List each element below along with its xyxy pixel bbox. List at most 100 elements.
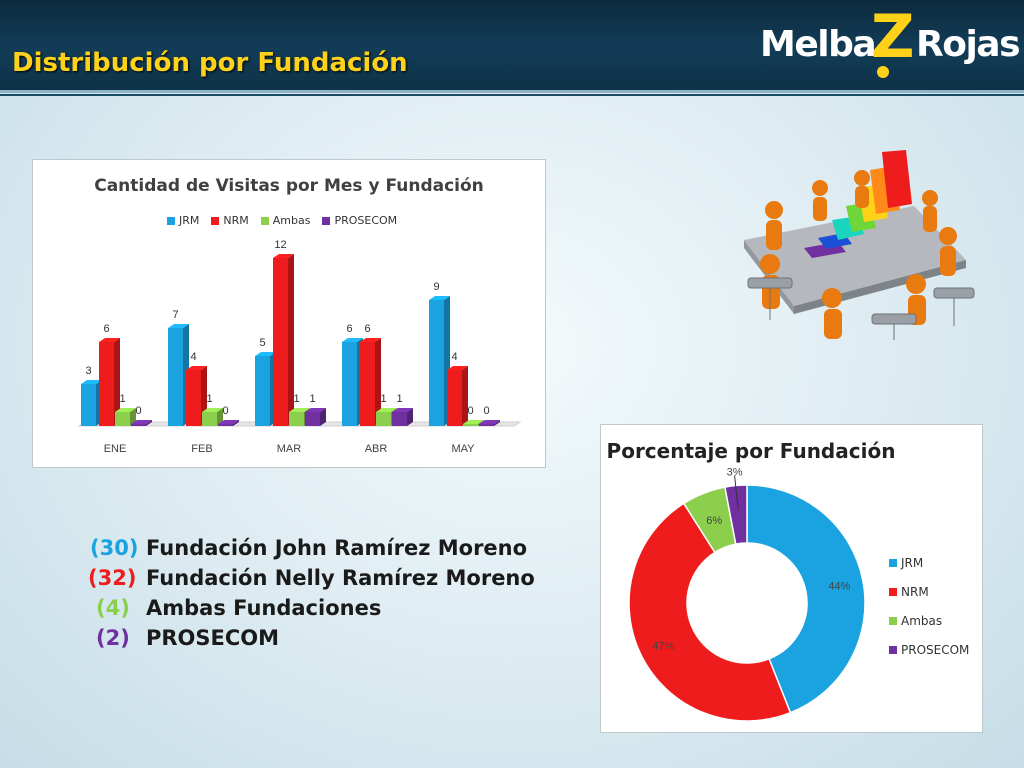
bar-side (146, 420, 152, 426)
logo-text-rojas: Rojas (916, 24, 1021, 65)
bar-top (479, 420, 500, 424)
bar-top (429, 296, 450, 300)
bar-front (463, 424, 478, 426)
bar (360, 338, 381, 426)
bar-side (320, 408, 326, 426)
donut-slice (724, 484, 748, 545)
bar-value-label: 6 (346, 323, 352, 335)
bar-front (289, 412, 304, 426)
bar-front (81, 384, 96, 426)
logo-text-melba: Melba (760, 24, 877, 65)
x-tick-label: ENE (104, 443, 127, 455)
bar-side (114, 338, 120, 426)
bar-chart-panel: Cantidad de Visitas por Mes y Fundación … (32, 159, 546, 468)
bar-top (305, 408, 326, 412)
bar (131, 420, 152, 426)
logo-initial: Z (871, 2, 915, 72)
summary-label: Fundación John Ramírez Moreno (146, 536, 528, 560)
bar-value-label: 1 (206, 393, 212, 405)
bar (429, 296, 450, 426)
bar-chart-legend-label: Ambas (272, 214, 311, 227)
bar-top (81, 380, 102, 384)
bar-value-label: 1 (380, 393, 386, 405)
bar-top (392, 408, 413, 412)
bar (255, 352, 276, 426)
bar (186, 366, 207, 426)
summary-row: (4) Ambas Fundaciones (88, 596, 548, 626)
business-meeting-3d-chart-icon (744, 150, 975, 340)
foundation-summary-list: (30) Fundación John Ramírez Moreno (32) Fun… (88, 536, 548, 656)
bar (99, 338, 120, 426)
bar (342, 338, 363, 426)
donut-chart-legend-swatch (889, 646, 897, 654)
bar (447, 366, 468, 426)
donut-chart-legend-swatch (889, 588, 897, 596)
bar-chart-title: Cantidad de Visitas por Mes y Fundación (94, 176, 484, 196)
bar-value-label: 3 (85, 365, 91, 377)
header-divider-dark (0, 94, 1024, 96)
bar (392, 408, 413, 426)
bar-value-label: 1 (293, 393, 299, 405)
donut-chart-plot: 44% 47% 6% 3% (628, 467, 866, 722)
donut-chart-legend-item: Ambas (889, 614, 969, 628)
donut-chart-legend: JRM NRM Ambas PROSECOM (889, 556, 981, 672)
bar-side (130, 408, 136, 426)
summary-row: (30) Fundación John Ramírez Moreno (88, 536, 548, 566)
bar-side (462, 366, 468, 426)
summary-count: (4) (96, 596, 130, 620)
bar-top (360, 338, 381, 342)
bar-front (392, 412, 407, 426)
x-tick-label: MAY (451, 443, 475, 455)
bar-front (376, 412, 391, 426)
bar-value-label: 6 (364, 323, 370, 335)
donut-slice (746, 484, 866, 714)
bar-front (447, 370, 462, 426)
donut-value-label: 3% (727, 467, 743, 479)
bar (202, 408, 223, 426)
header-bar: Distribución por Fundación Melba Z Rojas (0, 0, 1024, 90)
bar-chart-legend-label: NRM (223, 214, 249, 227)
bar (168, 324, 189, 426)
bar-chart-legend-swatch (260, 216, 269, 225)
bar-side (217, 408, 223, 426)
bar (81, 380, 102, 426)
bar-front (273, 258, 288, 426)
brand-logo: Melba Z Rojas (760, 2, 1021, 88)
bar-chart-legend-item: NRM (211, 214, 249, 227)
bar (273, 254, 294, 426)
bar-front (305, 412, 320, 426)
bar-chart-legend-label: JRM (179, 214, 200, 227)
bar-value-label: 1 (396, 393, 402, 405)
bar-side (494, 420, 500, 426)
bar-value-label: 0 (135, 405, 141, 417)
bar-value-label: 0 (483, 405, 489, 417)
bar-top (376, 408, 397, 412)
bar-top (463, 420, 484, 424)
donut-chart-legend-label: NRM (901, 585, 929, 599)
bar-top (255, 352, 276, 356)
bar-top (447, 366, 468, 370)
donut-chart-legend-label: PROSECOM (901, 643, 970, 657)
bar-front (255, 356, 270, 426)
summary-label: Fundación Nelly Ramírez Moreno (146, 566, 535, 590)
summary-count: (32) (88, 566, 137, 590)
donut-leader-line (734, 475, 739, 510)
bar-value-label: 5 (259, 337, 265, 349)
bar-value-label: 7 (172, 309, 178, 321)
bar-chart-legend-swatch (211, 216, 220, 225)
summary-row: (32) Fundación Nelly Ramírez Moreno (88, 566, 548, 596)
bar-top (273, 254, 294, 258)
bar-chart-legend-swatch (167, 216, 175, 225)
header-divider (0, 90, 1024, 93)
bar-value-label: 12 (274, 239, 286, 251)
bar-front (218, 424, 233, 426)
donut-chart-legend-item: PROSECOM (889, 643, 969, 657)
bar-front (115, 412, 130, 426)
bar (479, 420, 500, 426)
donut-value-label: 47% (652, 641, 674, 653)
bar-chart-legend: JRM NRM Ambas PROSECOM (167, 214, 409, 227)
bar-top (115, 408, 136, 412)
donut-chart-legend-label: JRM (901, 556, 924, 570)
summary-label: PROSECOM (146, 626, 280, 650)
